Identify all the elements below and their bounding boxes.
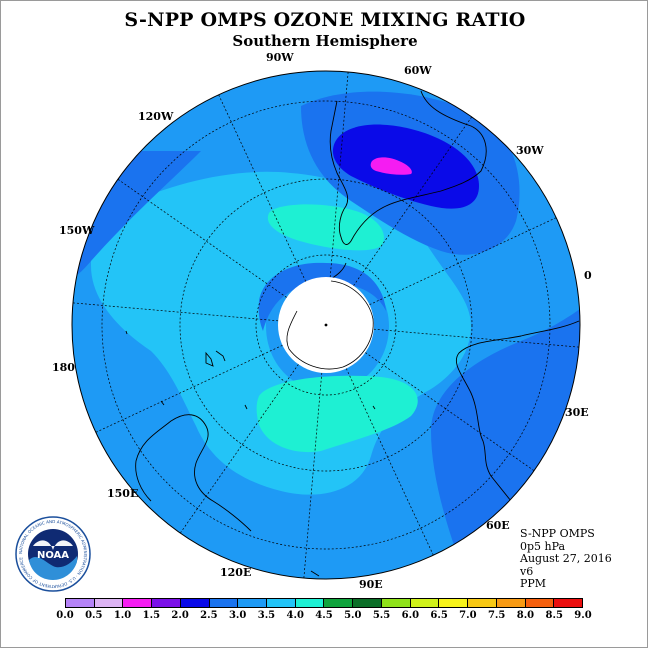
map-boundary (71, 70, 581, 580)
coastline-antarctica-pole (286, 280, 374, 370)
colorbar-swatch (66, 599, 95, 607)
colorbar-swatch (353, 599, 382, 607)
colorbar-swatch (123, 599, 153, 607)
ozone-contour-field (72, 71, 580, 579)
colorbar-tick-label: 0.0 (56, 610, 74, 621)
colorbar-swatch (238, 599, 268, 607)
lon-label-150e: 150E (107, 487, 139, 500)
colorbar-tick-label: 8.0 (516, 610, 535, 621)
units-label: PPM (520, 577, 547, 590)
colorbar-tick-label: 6.0 (401, 610, 420, 621)
lon-label-30w: 30W (516, 144, 544, 157)
colorbar-swatch (209, 599, 239, 607)
lon-label-90w: 90W (266, 51, 294, 64)
instrument-name: S-NPP OMPS (520, 527, 595, 540)
colorbar-tick-label: 5.0 (344, 610, 362, 621)
figure-title: S-NPP OMPS OZONE MIXING RATIO (124, 9, 526, 31)
colorbar-tick-label: 1.5 (142, 610, 161, 621)
colorbar-swatch (468, 599, 497, 607)
coastline-south-america (329, 90, 487, 245)
colorbar-tick-label: 3.0 (228, 610, 247, 621)
colorbar-swatch (267, 599, 296, 607)
lon-label-30e: 30E (565, 406, 589, 419)
colorbar-tick-label: 0.5 (85, 610, 103, 621)
lon-label-60e: 60E (486, 519, 510, 532)
figure-subtitle: Southern Hemisphere (232, 32, 418, 50)
lon-label-180: 180 (52, 361, 75, 374)
colorbar-tick-label: 7.5 (487, 610, 506, 621)
noaa-logo: NATIONAL OCEANIC AND ATMOSPHERIC ADMINIS… (15, 516, 91, 592)
coastline-islands (125, 330, 376, 577)
colorbar-tick-label: 5.5 (372, 610, 391, 621)
colorbar-tick-label: 6.5 (430, 610, 448, 621)
south-pole-dot (324, 323, 328, 327)
lon-label-120w: 120W (138, 110, 174, 123)
colorbar-swatch (496, 599, 526, 607)
lon-label-60w: 60W (404, 64, 432, 77)
colorbar-tick-label: 9.0 (574, 610, 592, 621)
ozone-band-2.0-2.5-polar (258, 262, 386, 331)
colorbar-tick-label: 3.5 (257, 610, 276, 621)
coastline-australia (135, 414, 252, 532)
colorbar-tick-label: 1.0 (113, 610, 132, 621)
colorbar-swatch (439, 599, 469, 607)
ozone-band-3.5-4.0-north (267, 204, 384, 251)
colorbar-swatch (152, 599, 181, 607)
colorbar-swatch (295, 599, 325, 607)
colorbar-swatch (324, 599, 354, 607)
colorbar-swatch (410, 599, 440, 607)
colorbar (65, 598, 583, 608)
ozone-band-3.5-4.0-south (256, 375, 418, 453)
latitude-circle-middle (179, 178, 473, 472)
ozone-band-1.0-1.5 (370, 157, 412, 175)
graticule (72, 71, 580, 579)
colorbar-tick-label: 8.5 (545, 610, 563, 621)
latitude-circle-outer (101, 100, 551, 550)
colorbar-swatch (525, 599, 555, 607)
coastline-new-zealand (205, 350, 226, 367)
noaa-logo-wordmark: NOAA (37, 550, 69, 561)
colorbar-tick-label: 7.0 (459, 610, 477, 621)
lon-label-120e: 120E (220, 566, 252, 579)
observation-date: August 27, 2016 (520, 552, 612, 565)
latitude-circle-inner (255, 254, 397, 396)
colorbar-tick-label: 2.5 (200, 610, 218, 621)
colorbar-tick-label: 4.0 (286, 610, 304, 621)
colorbar-tick-label: 2.0 (171, 610, 189, 621)
colorbar-swatch (94, 599, 124, 607)
colorbar-swatch (180, 599, 210, 607)
pressure-level: 0p5 hPa (520, 539, 566, 553)
lon-label-90e: 90E (359, 578, 383, 591)
colorbar-tick-label: 4.5 (315, 610, 333, 621)
product-info: S-NPP OMPS 0p5 hPa August 27, 2016 v6 PP… (520, 527, 612, 591)
colorbar-swatch (381, 599, 411, 607)
lon-label-150w: 150W (59, 224, 95, 237)
product-version: v6 (520, 564, 534, 578)
lon-label-0: 0 (584, 269, 592, 282)
coastlines (125, 90, 580, 577)
colorbar-swatch (554, 599, 582, 607)
coastline-africa (455, 320, 580, 502)
